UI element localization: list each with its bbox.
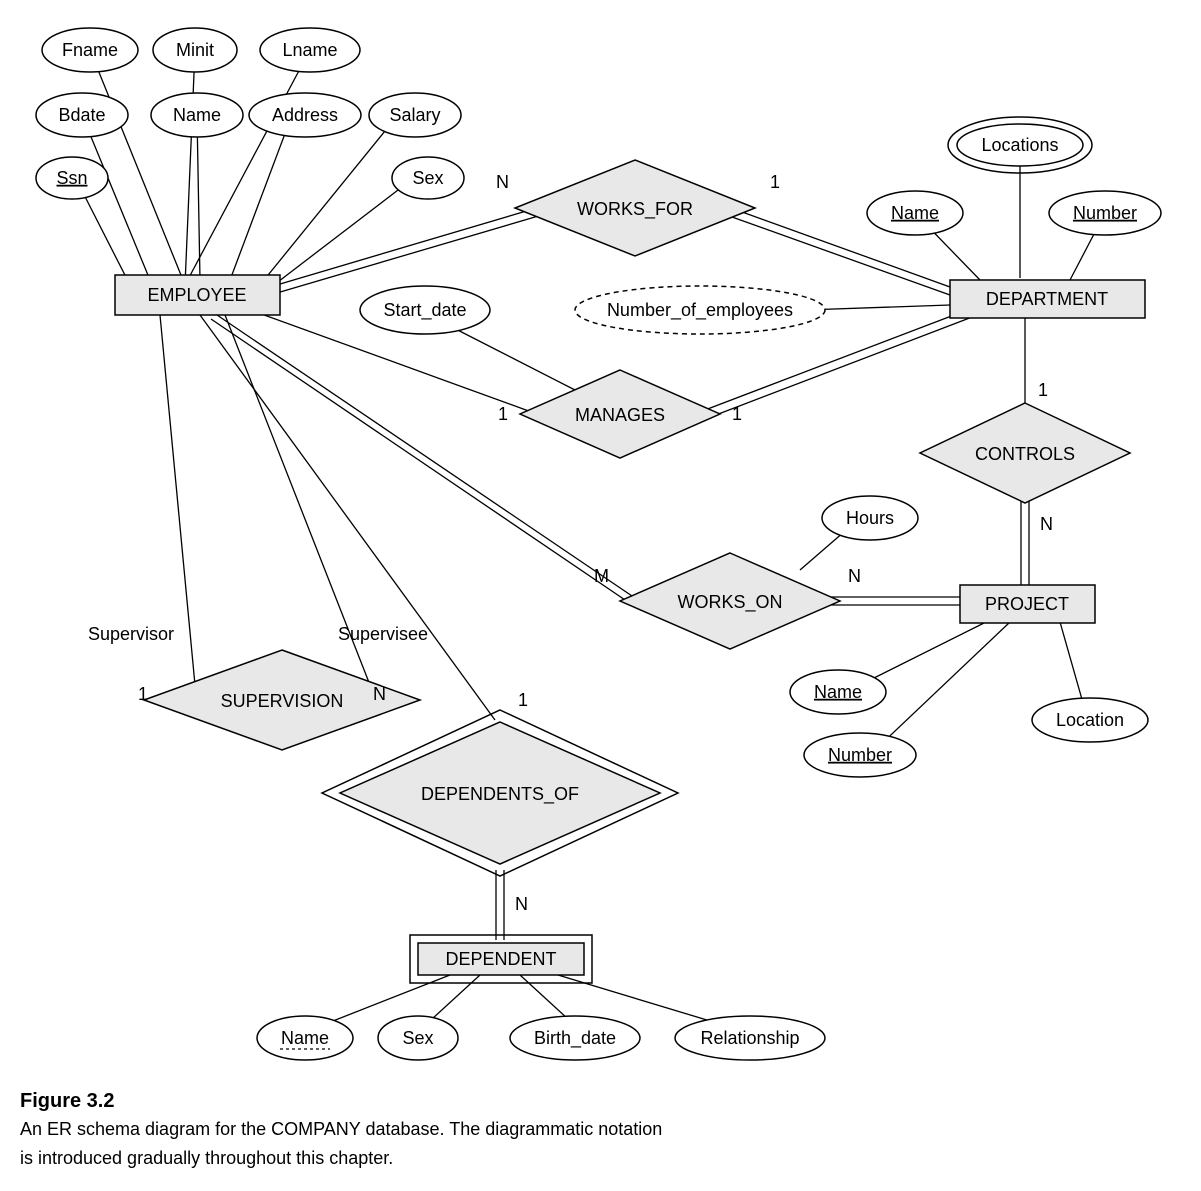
attr-name-emp-label: Name bbox=[173, 105, 221, 125]
rel-works-on-label: WORKS_ON bbox=[677, 592, 782, 613]
attr-ssn-label: Ssn bbox=[56, 168, 87, 188]
entity-department-label: DEPARTMENT bbox=[986, 289, 1108, 309]
attr-minit: Minit bbox=[153, 28, 237, 72]
attr-name-proj-label: Name bbox=[814, 682, 862, 702]
attr-sex-emp-label: Sex bbox=[412, 168, 443, 188]
entity-project-label: PROJECT bbox=[985, 594, 1069, 614]
card-dependentsof-dep: N bbox=[515, 894, 528, 914]
attr-address-label: Address bbox=[272, 105, 338, 125]
attr-birthdate-dep-label: Birth_date bbox=[534, 1028, 616, 1049]
attr-sex-dep: Sex bbox=[378, 1016, 458, 1060]
attr-num-employees-label: Number_of_employees bbox=[607, 300, 793, 321]
attr-name-emp: Name bbox=[151, 93, 243, 137]
rel-dependents-of-label: DEPENDENTS_OF bbox=[421, 784, 579, 805]
entity-dependent-label: DEPENDENT bbox=[445, 949, 556, 969]
entity-dependent: DEPENDENT bbox=[410, 935, 592, 983]
edge-dept-numemp bbox=[805, 305, 950, 310]
attr-locations: Locations bbox=[948, 117, 1092, 173]
attr-start-date: Start_date bbox=[360, 286, 490, 334]
attr-lname-label: Lname bbox=[282, 40, 337, 60]
edge-dependentsof-dependent bbox=[496, 870, 504, 940]
card-controls-dept: 1 bbox=[1038, 380, 1048, 400]
attr-sex-dep-label: Sex bbox=[402, 1028, 433, 1048]
rel-manages-label: MANAGES bbox=[575, 405, 665, 425]
figure-caption-line1: An ER schema diagram for the COMPANY dat… bbox=[20, 1117, 1181, 1142]
card-supervision-n: N bbox=[373, 684, 386, 704]
card-dependentsof-emp: 1 bbox=[518, 690, 528, 710]
role-supervisor: Supervisor bbox=[88, 624, 174, 644]
card-controls-proj: N bbox=[1040, 514, 1053, 534]
rel-controls-label: CONTROLS bbox=[975, 444, 1075, 464]
edge-emp-sex bbox=[270, 177, 415, 288]
attr-hours-label: Hours bbox=[846, 508, 894, 528]
attr-ssn: Ssn bbox=[36, 157, 108, 199]
attr-name-dep: Name bbox=[257, 1016, 353, 1060]
attr-number-proj-label: Number bbox=[828, 745, 892, 765]
attr-sex-emp: Sex bbox=[392, 157, 464, 199]
attr-name-proj: Name bbox=[790, 670, 886, 714]
attr-relationship-dep: Relationship bbox=[675, 1016, 825, 1060]
rel-dependents-of: DEPENDENTS_OF bbox=[322, 710, 678, 876]
edge-emp-salary bbox=[260, 115, 398, 285]
edge-emp-name bbox=[197, 115, 200, 280]
card-supervision-1: 1 bbox=[138, 684, 148, 704]
rel-works-on: WORKS_ON bbox=[620, 553, 840, 649]
attr-relationship-dep-label: Relationship bbox=[700, 1028, 799, 1048]
attr-hours: Hours bbox=[822, 496, 918, 540]
rel-manages: MANAGES bbox=[520, 370, 720, 458]
attr-fname-label: Fname bbox=[62, 40, 118, 60]
figure-caption-line2: is introduced gradually throughout this … bbox=[20, 1146, 1181, 1171]
card-worksfor-1: 1 bbox=[770, 172, 780, 192]
card-workson-emp: M bbox=[594, 566, 609, 586]
card-manages-dept: 1 bbox=[732, 404, 742, 424]
attr-num-employees: Number_of_employees bbox=[575, 286, 825, 334]
attr-number-proj: Number bbox=[804, 733, 916, 777]
attr-salary: Salary bbox=[369, 93, 461, 137]
attr-number-dept: Number bbox=[1049, 191, 1161, 235]
attr-name-dept: Name bbox=[867, 191, 963, 235]
attr-lname: Lname bbox=[260, 28, 360, 72]
rel-works-for: WORKS_FOR bbox=[515, 160, 755, 256]
attr-salary-label: Salary bbox=[389, 105, 440, 125]
figure-caption-title: Figure 3.2 bbox=[20, 1090, 1181, 1113]
edge-workson-project bbox=[828, 597, 960, 605]
rel-controls: CONTROLS bbox=[920, 403, 1130, 503]
attr-location-proj: Location bbox=[1032, 698, 1148, 742]
card-manages-emp: 1 bbox=[498, 404, 508, 424]
attr-location-proj-label: Location bbox=[1056, 710, 1124, 730]
attr-name-dep-label: Name bbox=[281, 1028, 329, 1048]
attr-name-dept-label: Name bbox=[891, 203, 939, 223]
entity-department: DEPARTMENT bbox=[950, 280, 1145, 318]
edge-controls-project bbox=[1021, 500, 1029, 590]
rel-supervision-label: SUPERVISION bbox=[221, 691, 344, 711]
attr-bdate: Bdate bbox=[36, 93, 128, 137]
card-worksfor-n: N bbox=[496, 172, 509, 192]
entity-employee: EMPLOYEE bbox=[115, 275, 280, 315]
edge-emp-dependentsof bbox=[200, 315, 495, 720]
edge-emp-bdate bbox=[82, 115, 150, 280]
entity-employee-label: EMPLOYEE bbox=[147, 285, 246, 305]
edge-proj-location bbox=[1060, 622, 1085, 710]
attr-bdate-label: Bdate bbox=[58, 105, 105, 125]
entity-project: PROJECT bbox=[960, 585, 1095, 623]
attr-start-date-label: Start_date bbox=[383, 300, 466, 321]
attr-fname: Fname bbox=[42, 28, 138, 72]
attr-address: Address bbox=[249, 93, 361, 137]
attr-number-dept-label: Number bbox=[1073, 203, 1137, 223]
er-diagram: EMPLOYEE DEPARTMENT PROJECT DEPENDENT WO… bbox=[20, 20, 1181, 1080]
card-workson-proj: N bbox=[848, 566, 861, 586]
edge-emp-worksfor bbox=[270, 204, 552, 295]
edge-emp-lname bbox=[185, 50, 310, 285]
edge-emp-address bbox=[230, 115, 292, 280]
rel-works-for-label: WORKS_FOR bbox=[577, 199, 693, 220]
edge-emp-workson bbox=[211, 315, 635, 604]
attr-minit-label: Minit bbox=[176, 40, 214, 60]
attr-locations-label: Locations bbox=[981, 135, 1058, 155]
edge-emp-minit bbox=[185, 50, 195, 285]
attr-birthdate-dep: Birth_date bbox=[510, 1016, 640, 1060]
role-supervisee: Supervisee bbox=[338, 624, 428, 644]
edge-proj-number bbox=[875, 622, 1010, 750]
